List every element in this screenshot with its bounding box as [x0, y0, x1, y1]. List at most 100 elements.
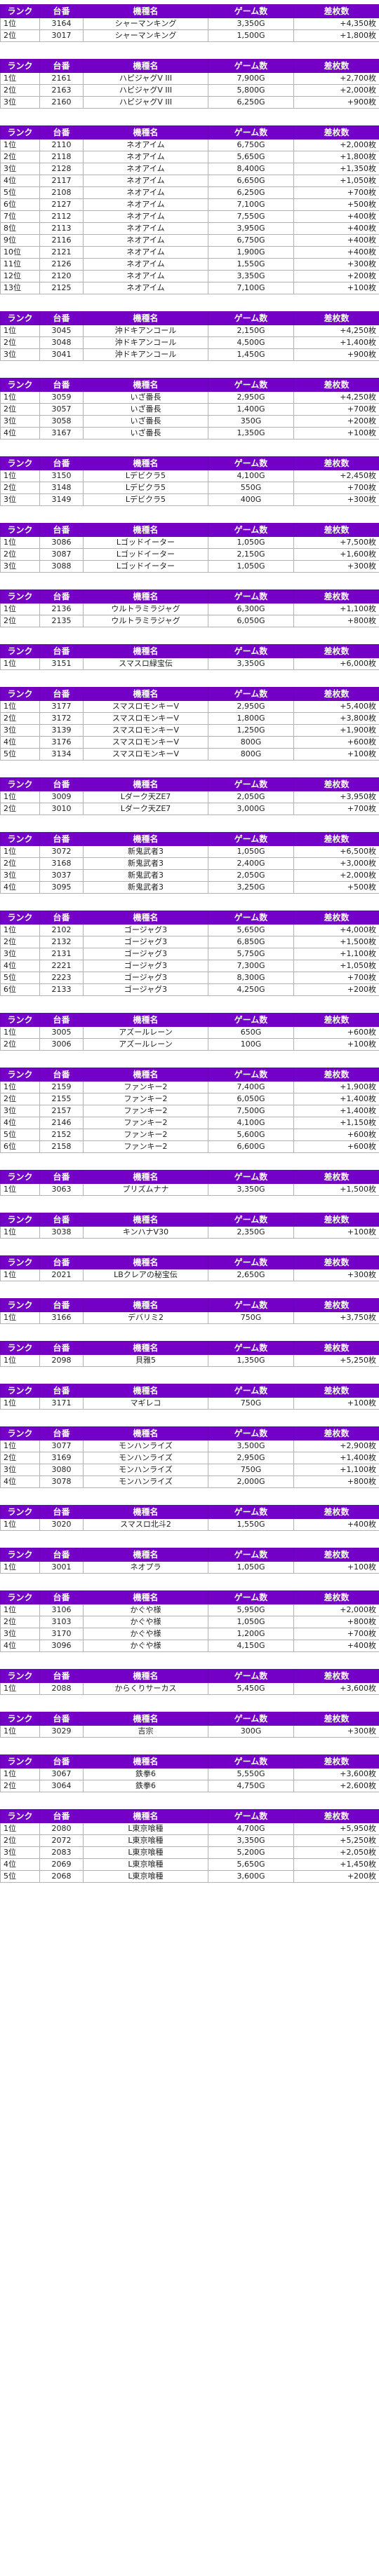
table-row: 10位 2121 ネオアイム 1,900G +400枚	[0, 246, 379, 259]
rank-cell: 2位	[0, 336, 40, 349]
payout-diff-cell: +2,000枚	[293, 869, 379, 882]
table-spacer	[0, 1531, 379, 1548]
table-row: 3位 2160 ハピジャグV III 6,250G +900枚	[0, 96, 379, 109]
rank-cell: 2位	[0, 1616, 40, 1628]
column-header-machine-name: 機種名	[83, 1213, 208, 1227]
game-count-cell: 6,600G	[208, 1140, 294, 1153]
machine-number-cell: 2221	[39, 960, 84, 972]
column-header-machine-name: 機種名	[83, 590, 208, 604]
column-header-rank: ランク	[0, 644, 40, 658]
rank-cell: 1位	[0, 1226, 40, 1239]
rank-cell: 2位	[0, 548, 40, 561]
column-header-game-count: ゲーム数	[208, 1384, 294, 1398]
column-header-machine-name: 機種名	[83, 1013, 208, 1027]
machine-number-cell: 3134	[39, 748, 84, 761]
payout-diff-cell: +100枚	[293, 282, 379, 294]
rank-cell: 2位	[0, 29, 40, 42]
payout-diff-cell: +1,500枚	[293, 936, 379, 948]
machine-number-cell: 2021	[39, 1269, 84, 1281]
table-row: 4位 3167 いざ番長 1,350G +100枚	[0, 427, 379, 439]
game-count-cell: 3,350G	[208, 18, 294, 30]
machine-name-cell: L東京喰種	[83, 1846, 208, 1859]
table-row: 2位 2132 ゴージャグ3 6,850G +1,500枚	[0, 936, 379, 948]
column-header-game-count: ゲーム数	[208, 1341, 294, 1355]
column-header-game-count: ゲーム数	[208, 777, 294, 791]
machine-number-cell: 3171	[39, 1397, 84, 1410]
rank-cell: 2位	[0, 1834, 40, 1847]
machine-number-cell: 3176	[39, 736, 84, 749]
machine-number-cell: 2223	[39, 972, 84, 984]
payout-diff-cell: +1,400枚	[293, 1452, 379, 1464]
payout-diff-cell: +200枚	[293, 415, 379, 428]
machine-name-cell: ファンキー2	[83, 1093, 208, 1105]
payout-diff-cell: +1,100枚	[293, 1464, 379, 1476]
game-count-cell: 800G	[208, 736, 294, 749]
column-header-rank: ランク	[0, 1669, 40, 1683]
table-row: 7位 2112 ネオアイム 7,550G +400枚	[0, 210, 379, 223]
table-row: 3位 3080 モンハンライズ 750G +1,100枚	[0, 1464, 379, 1476]
ranking-table: ランク 台番 機種名 ゲーム数 差枚数 1位 2098 貝雅5 1,350G +5,250枚	[0, 1341, 379, 1367]
table-row: 3位 3170 かぐや様 1,200G +700枚	[0, 1628, 379, 1640]
payout-diff-cell: +100枚	[293, 1038, 379, 1051]
table-row: 2位 3057 いざ番長 1,400G +700枚	[0, 403, 379, 416]
game-count-cell: 1,550G	[208, 1518, 294, 1531]
table-row: 4位 3096 かぐや様 4,150G +400枚	[0, 1640, 379, 1652]
table-row: 2位 3017 シャーマンキング 1,500G +1,800枚	[0, 29, 379, 42]
column-header-machine-name: 機種名	[83, 832, 208, 846]
payout-diff-cell: +4,250枚	[293, 391, 379, 404]
table-row: 2位 3010 Lダーク天ZE7 3,000G +700枚	[0, 803, 379, 815]
machine-name-cell: Lダーク天ZE7	[83, 803, 208, 815]
payout-diff-cell: +200枚	[293, 983, 379, 996]
game-count-cell: 3,600G	[208, 1870, 294, 1883]
column-header-machine-number: 台番	[39, 687, 84, 701]
machine-name-cell: ネオアイム	[83, 139, 208, 151]
machine-number-cell: 3067	[39, 1768, 84, 1780]
table-row: 13位 2125 ネオアイム 7,100G +100枚	[0, 282, 379, 294]
column-header-payout-diff: 差枚数	[293, 59, 379, 73]
ranking-table: ランク 台番 機種名 ゲーム数 差枚数 1位 3166 デバリミ2 750G +3,750枚	[0, 1298, 379, 1324]
game-count-cell: 4,700G	[208, 1822, 294, 1835]
machine-number-cell: 3041	[39, 348, 84, 361]
game-count-cell: 750G	[208, 1397, 294, 1410]
ranking-table: ランク 台番 機種名 ゲーム数 差枚数 1位 3063 プリズムナナ 3,350G +1,500枚	[0, 1170, 379, 1196]
column-header-machine-name: 機種名	[83, 1068, 208, 1082]
payout-diff-cell: +400枚	[293, 222, 379, 235]
game-count-cell: 7,100G	[208, 198, 294, 211]
machine-number-cell: 2159	[39, 1081, 84, 1093]
machine-name-cell: モンハンライズ	[83, 1452, 208, 1464]
table-spacer	[0, 1367, 379, 1384]
column-header-machine-name: 機種名	[83, 1669, 208, 1683]
payout-diff-cell: +1,050枚	[293, 175, 379, 187]
rank-cell: 5位	[0, 972, 40, 984]
table-row: 1位 2088 からくりサーカス 5,450G +3,600枚	[0, 1682, 379, 1695]
column-header-machine-number: 台番	[39, 1298, 84, 1312]
ranking-table: ランク 台番 機種名 ゲーム数 差枚数 1位 3072 新鬼武者3 1,050G +6,500枚 2…	[0, 832, 379, 894]
column-header-machine-number: 台番	[39, 1384, 84, 1398]
rank-cell: 2位	[0, 712, 40, 725]
game-count-cell: 6,050G	[208, 615, 294, 627]
column-header-game-count: ゲーム数	[208, 59, 294, 73]
table-spacer	[0, 1153, 379, 1170]
game-count-cell: 1,450G	[208, 348, 294, 361]
table-spacer	[0, 894, 379, 911]
ranking-table: ランク 台番 機種名 ゲーム数 差枚数 1位 3009 Lダーク天ZE7 2,050G +3,95…	[0, 777, 379, 815]
game-count-cell: 1,550G	[208, 258, 294, 271]
game-count-cell: 6,050G	[208, 1093, 294, 1105]
machine-name-cell: ファンキー2	[83, 1081, 208, 1093]
column-header-payout-diff: 差枚数	[293, 911, 379, 925]
column-header-machine-number: 台番	[39, 125, 84, 139]
rank-cell: 2位	[0, 803, 40, 815]
machine-name-cell: モンハンライズ	[83, 1464, 208, 1476]
table-spacer	[0, 1695, 379, 1712]
payout-diff-cell: +1,400枚	[293, 1105, 379, 1117]
machine-name-cell: スマスロ緑宝伝	[83, 657, 208, 670]
column-header-game-count: ゲーム数	[208, 378, 294, 392]
machine-name-cell: 貝雅5	[83, 1354, 208, 1367]
table-row: 1位 3029 吉宗 300G +300枚	[0, 1725, 379, 1738]
table-spacer	[0, 1410, 379, 1426]
column-header-payout-diff: 差枚数	[293, 1255, 379, 1269]
machine-number-cell: 3010	[39, 803, 84, 815]
rank-cell: 1位	[0, 536, 40, 549]
column-header-rank: ランク	[0, 456, 40, 470]
rank-cell: 9位	[0, 234, 40, 247]
